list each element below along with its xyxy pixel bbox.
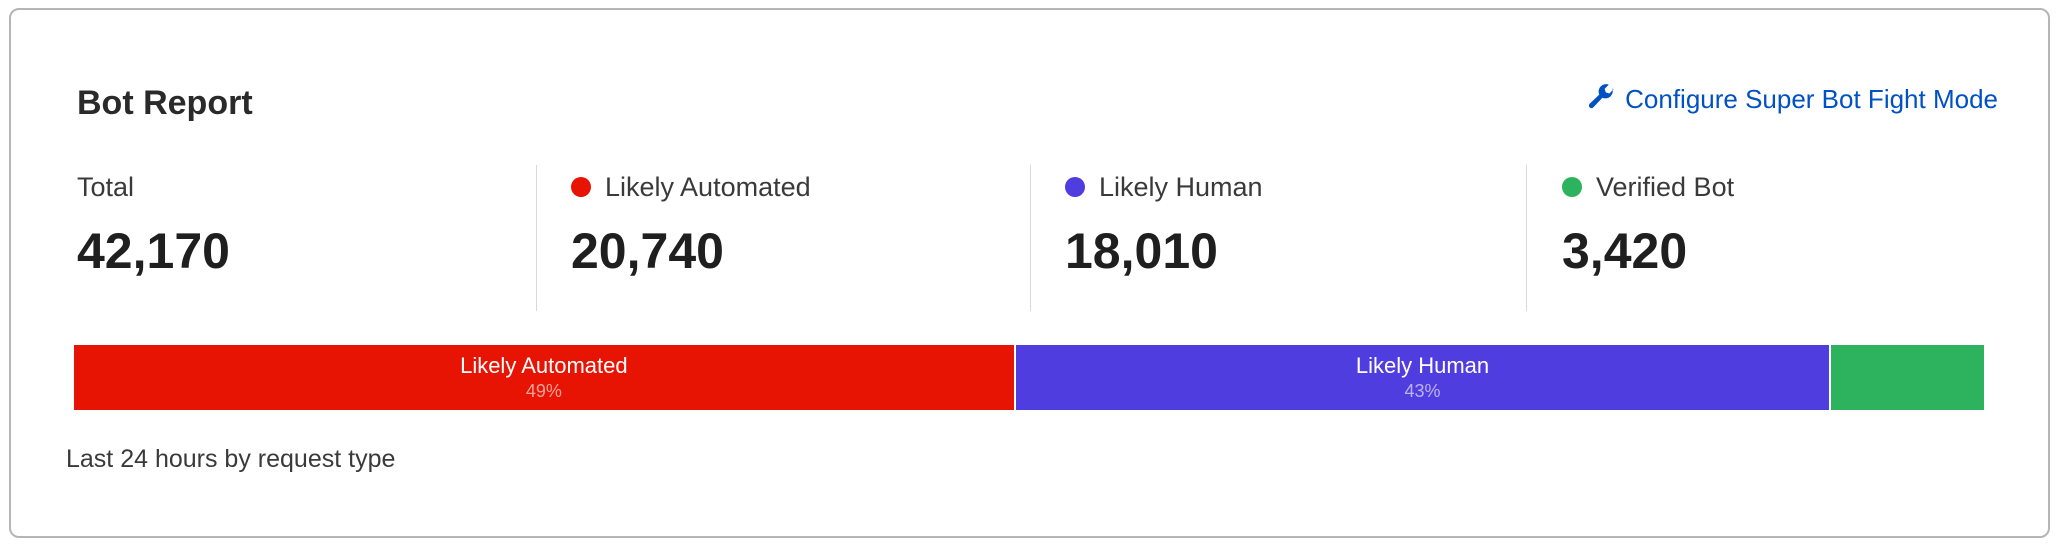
stat-likely-automated: Likely Automated 20,740 — [571, 170, 811, 280]
stat-label: Verified Bot — [1596, 171, 1735, 202]
footer-caption: Last 24 hours by request type — [66, 445, 396, 473]
bot-report-card: Bot Report Configure Super Bot Fight Mod… — [9, 8, 2050, 538]
stat-label: Likely Automated — [605, 171, 811, 202]
blue-dot-icon — [1065, 177, 1085, 197]
divider — [536, 165, 537, 311]
bar-segment-likely-automated[interactable]: Likely Automated 49% — [74, 345, 1014, 410]
red-dot-icon — [571, 177, 591, 197]
stat-value: 3,420 — [1562, 223, 1688, 279]
configure-super-bot-fight-mode-link[interactable]: Configure Super Bot Fight Mode — [1587, 82, 1998, 117]
stat-label: Total — [77, 171, 135, 202]
stat-value: 18,010 — [1065, 223, 1218, 279]
stat-likely-human: Likely Human 18,010 — [1065, 170, 1263, 280]
segment-label: Likely Human — [1355, 353, 1490, 378]
divider — [1526, 165, 1527, 311]
stat-value: 42,170 — [77, 223, 230, 279]
stat-total: Total 42,170 — [77, 170, 230, 280]
stat-label: Likely Human — [1099, 171, 1263, 202]
stat-value: 20,740 — [571, 223, 724, 279]
card-title: Bot Report — [77, 84, 253, 122]
segment-percent: 49% — [525, 381, 562, 401]
segment-label: Likely Automated — [460, 353, 628, 378]
wrench-icon — [1587, 82, 1615, 117]
configure-link-label: Configure Super Bot Fight Mode — [1625, 84, 1998, 114]
divider — [1030, 165, 1031, 311]
bar-segment-likely-human[interactable]: Likely Human 43% — [1013, 345, 1830, 410]
green-dot-icon — [1562, 177, 1582, 197]
request-type-bar: Likely Automated 49% Likely Human 43% — [74, 345, 1984, 410]
segment-percent: 43% — [1404, 381, 1441, 401]
bar-segment-verified-bot[interactable] — [1829, 345, 1984, 410]
stat-verified-bot: Verified Bot 3,420 — [1562, 170, 1734, 280]
